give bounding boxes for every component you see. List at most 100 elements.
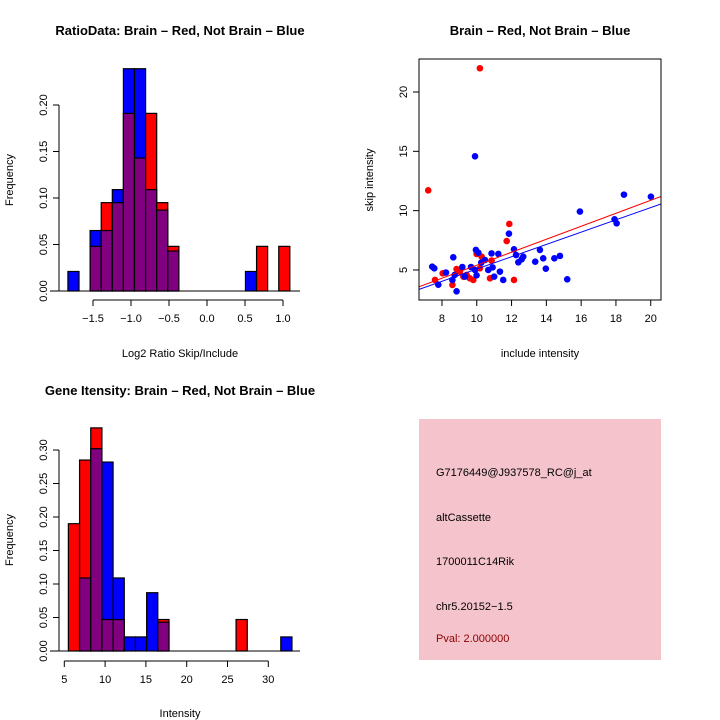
scatter-point-red (449, 281, 456, 289)
scatter-point-blue (461, 273, 469, 280)
scatter-point-blue (459, 263, 466, 271)
scatter-point-blue (488, 250, 495, 257)
intensity-hist-x-tick-label: 25 (221, 674, 233, 686)
ratio-hist-bar-overlap (167, 250, 180, 292)
intensity-histogram-ylabel: Frequency (4, 514, 16, 566)
intensity-hist-y-tick-label: 0.15 (38, 540, 50, 561)
pval-text: Pval: 2.000000 (436, 633, 509, 645)
scatter-panel: Brain – Red, Not Brain – Blue include in… (364, 23, 662, 360)
ratio-hist-bar-overlap (144, 189, 158, 292)
scatter-x-tick-label: 20 (645, 313, 657, 325)
ratio-hist-x-tick-label: −0.5 (158, 313, 180, 325)
scatter-point-blue (453, 288, 460, 295)
intensity-hist-bar-blue (146, 592, 159, 652)
scatter-point-blue (449, 253, 457, 261)
intensity-hist-bar-blue (280, 636, 293, 652)
intensity-hist-bar-red (235, 618, 248, 652)
scatter-title: Brain – Red, Not Brain – Blue (450, 23, 631, 38)
ratio-hist-x-tick-label: −1.5 (82, 313, 104, 325)
ratio-hist-bar-overlap (89, 245, 102, 292)
scatter-point-blue (490, 273, 498, 280)
ratio-hist-bar-blue (244, 270, 258, 292)
ratio-hist-y-tick-label: 0.10 (38, 187, 50, 208)
intensity-hist-bar-overlap (101, 618, 114, 652)
ratio-hist-x-tick-label: −1.0 (120, 313, 142, 325)
scatter-point-blue (471, 153, 479, 160)
intensity-hist-y-tick-label: 0.05 (38, 607, 50, 628)
ratio-hist-x-tick-label: 0.5 (237, 313, 252, 325)
gene-name: 1700011C14Rik (436, 556, 515, 568)
intensity-hist-y-tick-label: 0.30 (38, 439, 50, 460)
intensity-hist-bar-red (67, 523, 81, 652)
scatter-point-blue (539, 255, 547, 262)
info-panel: G7176449@J937578_RC@j_at altCassette 170… (419, 419, 661, 660)
ratio-hist-bar-blue (67, 270, 80, 292)
scatter-y-tick-label: 5 (398, 267, 410, 273)
intensity-hist-y-tick-label: 0.00 (38, 640, 50, 661)
ratio-histogram-panel: RatioData: Brain – Red, Not Brain – Blue… (4, 23, 305, 360)
intensity-histogram-panel: Gene Itensity: Brain – Red, Not Brain – … (4, 383, 315, 720)
scatter-y-tick-label: 20 (398, 86, 410, 98)
genomic-location: chr5.20152−1.5 (436, 601, 513, 613)
ratio-hist-bar-overlap (156, 209, 169, 292)
scatter-point-blue (563, 276, 571, 283)
scatter-point-blue (442, 269, 450, 276)
scatter-y-tick-label: 15 (398, 145, 410, 157)
ratio-hist-bar-red (255, 245, 269, 292)
scatter-point-blue (556, 252, 564, 260)
scatter-point-blue (613, 220, 620, 227)
scatter-point-blue (576, 208, 584, 215)
ratio-hist-y-tick-label: 0.20 (38, 94, 50, 115)
ratio-hist-bar-overlap (133, 157, 147, 292)
scatter-point-blue (499, 276, 507, 284)
ratio-hist-y-tick-label: 0.05 (38, 234, 50, 255)
intensity-hist-x-tick-label: 5 (61, 674, 67, 686)
intensity-hist-bar-overlap (78, 577, 92, 652)
ratio-hist-x-tick-label: 0.0 (199, 313, 214, 325)
scatter-point-blue (489, 264, 496, 271)
ratio-hist-bar-overlap (111, 202, 125, 292)
intensity-hist-y-tick-label: 0.20 (38, 506, 50, 527)
scatter-x-tick-label: 8 (439, 313, 445, 325)
fit-line-blue (419, 203, 661, 290)
scatter-point-red (510, 276, 518, 284)
ratio-histogram-xlabel: Log2 Ratio Skip/Include (122, 348, 238, 360)
scatter-point-blue (475, 249, 482, 256)
ratio-hist-bar-overlap (122, 112, 136, 292)
scatter-point-blue (505, 230, 513, 237)
intensity-hist-y-tick-label: 0.25 (38, 473, 50, 494)
ratio-hist-y-tick-label: 0.15 (38, 141, 50, 162)
intensity-hist-bar-blue (123, 636, 137, 652)
event-type: altCassette (436, 512, 491, 524)
scatter-x-tick-label: 12 (505, 313, 517, 325)
scatter-point-red (469, 276, 477, 284)
intensity-histogram-title: Gene Itensity: Brain – Red, Not Brain – … (45, 383, 315, 398)
intensity-hist-x-tick-label: 10 (99, 674, 111, 686)
scatter-point-blue (551, 255, 558, 262)
intensity-histogram-xlabel: Intensity (160, 708, 201, 720)
info-panel-background (419, 419, 661, 660)
scatter-plot-box (418, 58, 662, 301)
scatter-point-red (476, 64, 484, 72)
scatter-point-blue (519, 253, 527, 260)
ratio-hist-bar-overlap (100, 229, 113, 292)
ratio-hist-x-tick-label: 1.0 (275, 313, 290, 325)
ratio-histogram-title: RatioData: Brain – Red, Not Brain – Blue (55, 23, 304, 38)
scatter-point-blue (473, 272, 480, 279)
scatter-point-blue (542, 265, 550, 272)
intensity-hist-bar-overlap (157, 621, 170, 652)
scatter-point-red (505, 220, 513, 228)
probe-id: G7176449@J937578_RC@j_at (436, 467, 592, 479)
intensity-hist-x-tick-label: 15 (140, 674, 152, 686)
intensity-hist-bar-blue (134, 636, 148, 652)
ratio-histogram-ylabel: Frequency (4, 154, 16, 206)
scatter-point-blue (495, 250, 502, 258)
ratio-hist-bar-red (278, 245, 291, 292)
scatter-y-tick-label: 10 (398, 205, 410, 217)
scatter-x-tick-label: 16 (575, 313, 587, 325)
scatter-x-tick-label: 14 (540, 313, 552, 325)
intensity-hist-y-tick-label: 0.10 (38, 573, 50, 594)
intensity-hist-bar-overlap (90, 448, 103, 652)
intensity-hist-x-tick-label: 30 (262, 674, 274, 686)
ratio-hist-y-tick-label: 0.00 (38, 280, 50, 301)
